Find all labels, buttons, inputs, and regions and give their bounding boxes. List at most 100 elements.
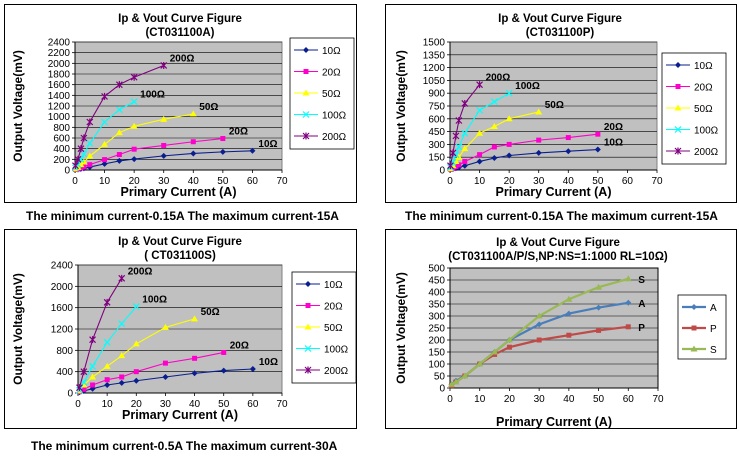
y-axis-label: Output Voltage(mV) bbox=[11, 273, 25, 385]
x-axis-label: Primary Current (A) bbox=[121, 185, 237, 199]
data-point bbox=[104, 377, 110, 383]
data-point bbox=[455, 117, 463, 125]
x-axis-label: Primary Current (A) bbox=[496, 185, 612, 199]
x-tick-label: 30 bbox=[534, 394, 546, 405]
caption-ct031100s: The minimum current-0.5A The maximum cur… bbox=[31, 439, 338, 453]
data-point bbox=[455, 153, 463, 160]
data-point bbox=[192, 355, 198, 361]
y-tick-label: 200 bbox=[53, 155, 70, 166]
x-tick-label: 50 bbox=[218, 399, 230, 410]
y-tick-label: 600 bbox=[53, 134, 70, 145]
data-point bbox=[191, 315, 199, 322]
data-point bbox=[625, 324, 631, 330]
data-point bbox=[118, 379, 125, 386]
data-point bbox=[80, 368, 88, 376]
x-tick-label: 20 bbox=[129, 176, 141, 187]
y-tick-label: 1800 bbox=[48, 70, 71, 81]
data-point bbox=[461, 129, 469, 137]
legend-marker bbox=[674, 147, 682, 155]
data-point bbox=[130, 98, 138, 106]
y-tick-label: 400 bbox=[53, 144, 70, 155]
y-tick-label: 2000 bbox=[51, 282, 74, 293]
legend-marker bbox=[690, 345, 698, 352]
data-point bbox=[161, 142, 167, 148]
data-point bbox=[625, 299, 632, 306]
data-point bbox=[506, 152, 513, 159]
x-tick-label: 40 bbox=[189, 399, 201, 410]
data-point bbox=[505, 336, 513, 343]
y-tick-label: 0 bbox=[64, 166, 70, 177]
y-tick-label: 150 bbox=[428, 348, 445, 359]
legend-marker bbox=[691, 325, 697, 331]
y-axis-label: Output Voltage(mV) bbox=[11, 50, 25, 162]
data-point bbox=[161, 323, 169, 330]
data-point bbox=[131, 146, 137, 152]
data-point bbox=[104, 382, 111, 388]
x-tick-label: 60 bbox=[247, 176, 259, 187]
legend-label: 50Ω bbox=[322, 89, 341, 100]
data-point bbox=[461, 162, 468, 169]
x-tick-label: 50 bbox=[593, 394, 605, 405]
x-tick-label: 30 bbox=[158, 176, 170, 187]
data-point bbox=[80, 150, 88, 158]
chart-title: Ip & Vout Curve Figure bbox=[496, 237, 620, 249]
data-point bbox=[101, 160, 108, 167]
legend-label: 200Ω bbox=[694, 147, 719, 158]
data-point bbox=[491, 348, 499, 355]
legend-marker bbox=[304, 366, 312, 374]
legend-label: 100Ω bbox=[694, 126, 719, 137]
legend-item-50ohm: 50Ω bbox=[294, 89, 341, 100]
data-point bbox=[160, 61, 168, 69]
legend-item-50ohm: 50Ω bbox=[666, 104, 713, 115]
legend-item-200ohm: 200Ω bbox=[294, 132, 347, 143]
legend-label: S bbox=[710, 345, 717, 356]
y-tick-label: 300 bbox=[428, 312, 445, 323]
end-label: 20Ω bbox=[230, 340, 249, 351]
data-point bbox=[452, 378, 460, 385]
data-point bbox=[447, 162, 454, 170]
data-point bbox=[455, 143, 463, 151]
y-tick-label: 1600 bbox=[51, 303, 74, 314]
data-point bbox=[77, 145, 85, 153]
y-tick-label: 0 bbox=[67, 389, 73, 400]
legend-marker bbox=[305, 303, 311, 308]
data-point bbox=[452, 132, 460, 140]
x-tick-label: 0 bbox=[72, 176, 78, 187]
legend-marker bbox=[303, 69, 309, 74]
data-point bbox=[80, 134, 88, 142]
data-point bbox=[594, 146, 601, 153]
legend-item-20ohm: 20Ω bbox=[296, 302, 343, 313]
data-point bbox=[476, 81, 483, 89]
y-axis-label: Output Voltage(mV) bbox=[394, 272, 408, 384]
data-point bbox=[132, 303, 140, 311]
x-tick-label: 70 bbox=[276, 399, 288, 410]
legend-item-100ohm: 100Ω bbox=[294, 111, 347, 122]
data-point bbox=[89, 362, 96, 370]
legend-marker bbox=[303, 47, 309, 53]
legend-marker bbox=[305, 281, 311, 287]
x-tick-label: 10 bbox=[474, 394, 486, 405]
data-point bbox=[86, 152, 94, 159]
data-point bbox=[565, 295, 573, 302]
data-point bbox=[131, 156, 138, 163]
y-tick-label: 0 bbox=[439, 166, 445, 177]
y-tick-label: 0 bbox=[439, 384, 445, 395]
end-label: 10Ω bbox=[604, 138, 623, 149]
legend-label: 200Ω bbox=[324, 366, 349, 377]
legend-label: 50Ω bbox=[694, 104, 713, 115]
legend-item-200ohm: 200Ω bbox=[666, 147, 719, 158]
data-point bbox=[505, 89, 513, 97]
y-axis-label: Output Voltage(mV) bbox=[394, 50, 408, 162]
legend-marker bbox=[302, 132, 310, 140]
data-point bbox=[72, 162, 79, 170]
data-point bbox=[447, 380, 455, 387]
data-point bbox=[535, 149, 542, 156]
x-tick-label: 20 bbox=[131, 399, 143, 410]
legend-label: 50Ω bbox=[324, 323, 343, 334]
series-100ohm: 100Ω bbox=[76, 295, 167, 394]
series-line bbox=[79, 368, 253, 393]
data-point bbox=[119, 374, 125, 380]
y-tick-label: 1000 bbox=[48, 112, 71, 123]
